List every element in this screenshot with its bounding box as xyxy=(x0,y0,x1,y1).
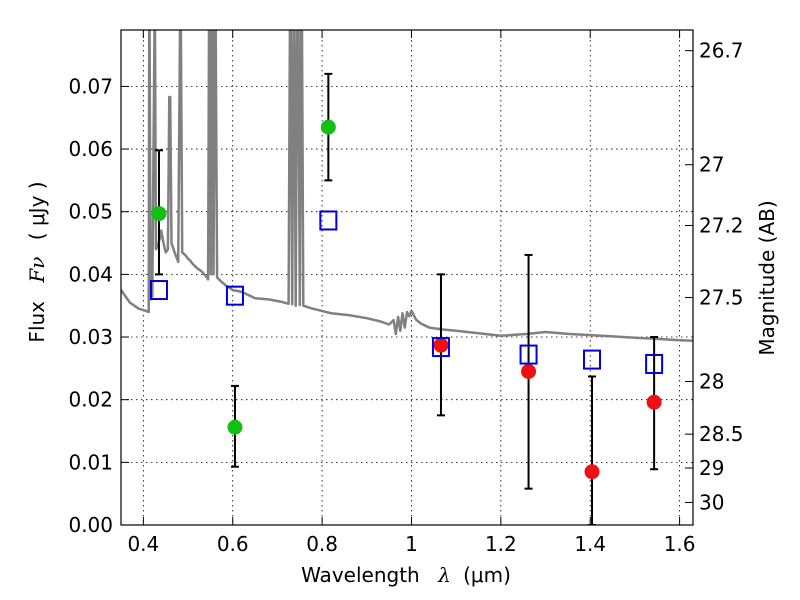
y2-tick-label: 27.2 xyxy=(699,213,744,237)
model-square-marker xyxy=(319,210,338,231)
data-point-marker xyxy=(227,419,243,435)
y-axis-label-text: Flux xyxy=(25,301,49,343)
model-square-marker xyxy=(645,353,664,374)
x-tick-label: 0.4 xyxy=(127,532,159,556)
y-tick-label: 0.02 xyxy=(68,388,113,412)
y2-tick-label: 26.7 xyxy=(699,39,744,63)
x-axis-label-unit: (μm) xyxy=(463,563,511,587)
x-tick-label: 1.6 xyxy=(664,532,696,556)
data-point-marker xyxy=(646,394,662,410)
axis-ticks: 0.4 0.6 0.8 1 1.2 1.4 1.6 0.00 0.01 0.02 0.03 0.04 0… xyxy=(68,30,744,556)
x-axis-label-text: Wavelength xyxy=(301,563,420,587)
y-axis-label-unit: ( μJy ) xyxy=(25,181,49,240)
error-bars xyxy=(154,72,659,525)
data-markers xyxy=(149,119,664,480)
data-point-marker xyxy=(521,363,537,379)
x-tick-label: 1.2 xyxy=(485,532,517,556)
y-tick-label: 0.06 xyxy=(68,137,113,161)
model-spectrum-line xyxy=(121,30,693,343)
y-axis-label: Flux Fν ( μJy ) xyxy=(25,181,49,342)
y2-tick-label: 30 xyxy=(699,490,724,514)
data-point-marker xyxy=(584,464,600,480)
y2-tick-label: 27.5 xyxy=(699,286,744,310)
x-tick-label: 0.6 xyxy=(217,532,249,556)
data-point-marker xyxy=(320,119,336,135)
y-tick-label: 0.01 xyxy=(68,450,113,474)
y-tick-label: 0.04 xyxy=(68,262,113,286)
plot-frame xyxy=(120,29,694,526)
y2-axis-label: Magnitude (AB) xyxy=(755,200,779,355)
y-axis-label-symbol: Fν xyxy=(25,257,49,284)
y-tick-label: 0.05 xyxy=(68,200,113,224)
x-axis-label: Wavelength λ (μm) xyxy=(301,563,511,587)
model-square-marker xyxy=(431,337,450,358)
model-square-marker xyxy=(583,349,602,370)
model-square-marker xyxy=(225,285,244,306)
x-tick-label: 1.4 xyxy=(574,532,606,556)
y2-tick-label: 28 xyxy=(699,370,724,394)
x-axis-label-symbol: λ xyxy=(437,563,451,587)
x-tick-label: 1 xyxy=(405,532,418,556)
y2-tick-label: 28.5 xyxy=(699,422,744,446)
model-square-marker xyxy=(519,344,538,365)
y2-tick-label: 27 xyxy=(699,153,724,177)
data-point-marker xyxy=(433,337,449,353)
y2-tick-label: 29 xyxy=(699,456,724,480)
y-tick-label: 0.07 xyxy=(68,74,113,98)
data-point-marker xyxy=(151,206,167,222)
x-tick-label: 0.8 xyxy=(306,532,338,556)
y-tick-label: 0.03 xyxy=(68,325,113,349)
model-square-marker xyxy=(149,280,168,301)
y-tick-label: 0.00 xyxy=(68,513,113,537)
